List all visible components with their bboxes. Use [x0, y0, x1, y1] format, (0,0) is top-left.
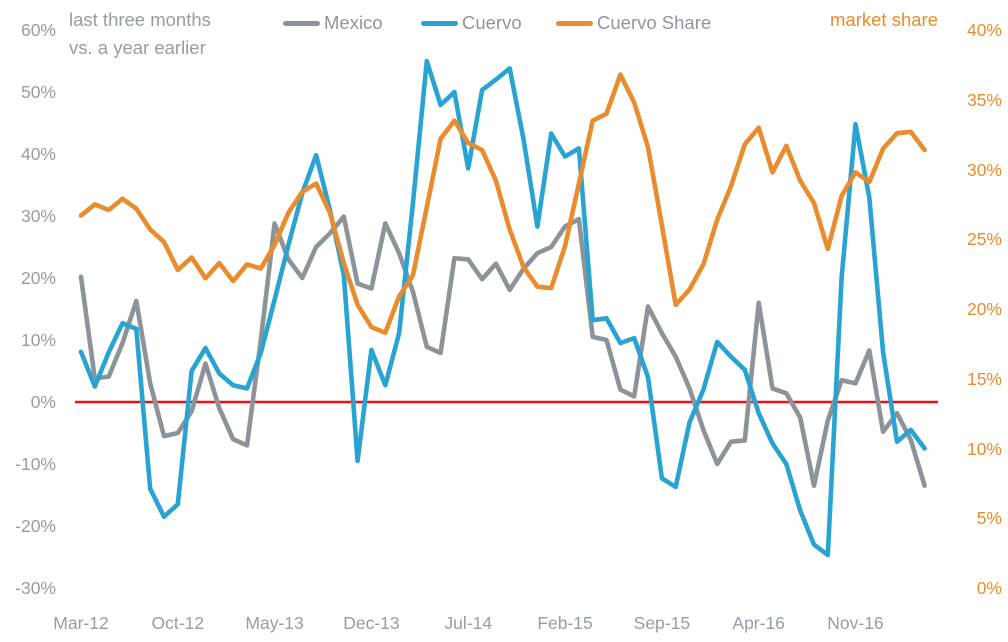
- legend-swatch-icon: [421, 20, 458, 26]
- right-axis-tick-30%: 30%: [966, 159, 1002, 180]
- left-axis-tick--10%: -10%: [15, 454, 56, 474]
- chart-subtitle-line2: vs. a year earlier: [69, 37, 206, 58]
- right-axis-title: market share: [830, 9, 938, 30]
- legend-item-mexico: Mexico: [283, 10, 383, 36]
- legend-label: Mexico: [324, 12, 383, 33]
- legend-item-cuervo: Cuervo: [421, 10, 522, 36]
- left-axis-tick-20%: 20%: [20, 268, 56, 288]
- mexico-line: [78, 214, 927, 489]
- left-axis-tick--20%: -20%: [15, 516, 56, 536]
- right-axis-tick-20%: 20%: [966, 299, 1002, 319]
- x-axis-tick-Sep-15: Sep-15: [633, 613, 691, 633]
- chart-subtitle-line1: last three months: [69, 9, 211, 30]
- x-axis-tick-May-13: May-13: [245, 613, 304, 633]
- cuervo-line: [78, 58, 927, 558]
- right-axis-tick-10%: 10%: [966, 438, 1002, 459]
- legend-item-cuervo-share: Cuervo Share: [556, 10, 711, 36]
- right-axis-tick-15%: 15%: [966, 368, 1002, 389]
- x-axis-tick-Feb-15: Feb-15: [537, 613, 593, 633]
- legend-swatch-icon: [556, 20, 593, 26]
- x-axis-tick-Mar-12: Mar-12: [53, 613, 109, 633]
- left-axis-tick-60%: 60%: [20, 20, 56, 40]
- legend-label: Cuervo Share: [597, 12, 712, 33]
- left-axis-tick--30%: -30%: [15, 578, 56, 598]
- right-axis-tick-0%: 0%: [976, 578, 1002, 598]
- left-axis-tick-10%: 10%: [20, 330, 56, 350]
- x-axis-tick-Apr-16: Apr-16: [732, 613, 785, 633]
- left-axis-tick-30%: 30%: [20, 206, 56, 226]
- left-axis-tick-50%: 50%: [20, 82, 56, 102]
- x-axis-tick-Dec-13: Dec-13: [343, 613, 400, 633]
- legend-label: Cuervo: [462, 12, 522, 33]
- right-axis-tick-35%: 35%: [966, 89, 1002, 110]
- legend-swatch-icon: [283, 20, 320, 26]
- chart-legend: Mexico Cuervo Cuervo Share: [0, 10, 1008, 36]
- right-axis-tick-25%: 25%: [966, 229, 1002, 250]
- left-axis-tick-40%: 40%: [20, 144, 56, 164]
- x-axis-tick-Jul-14: Jul-14: [444, 613, 493, 633]
- right-axis-tick-5%: 5%: [976, 508, 1002, 529]
- x-axis-tick-Nov-16: Nov-16: [827, 613, 884, 633]
- x-axis-tick-Oct-12: Oct-12: [151, 613, 205, 633]
- cuervo-share-line: [78, 72, 927, 336]
- left-axis-tick-0%: 0%: [30, 392, 56, 412]
- right-axis-tick-40%: 40%: [966, 20, 1002, 40]
